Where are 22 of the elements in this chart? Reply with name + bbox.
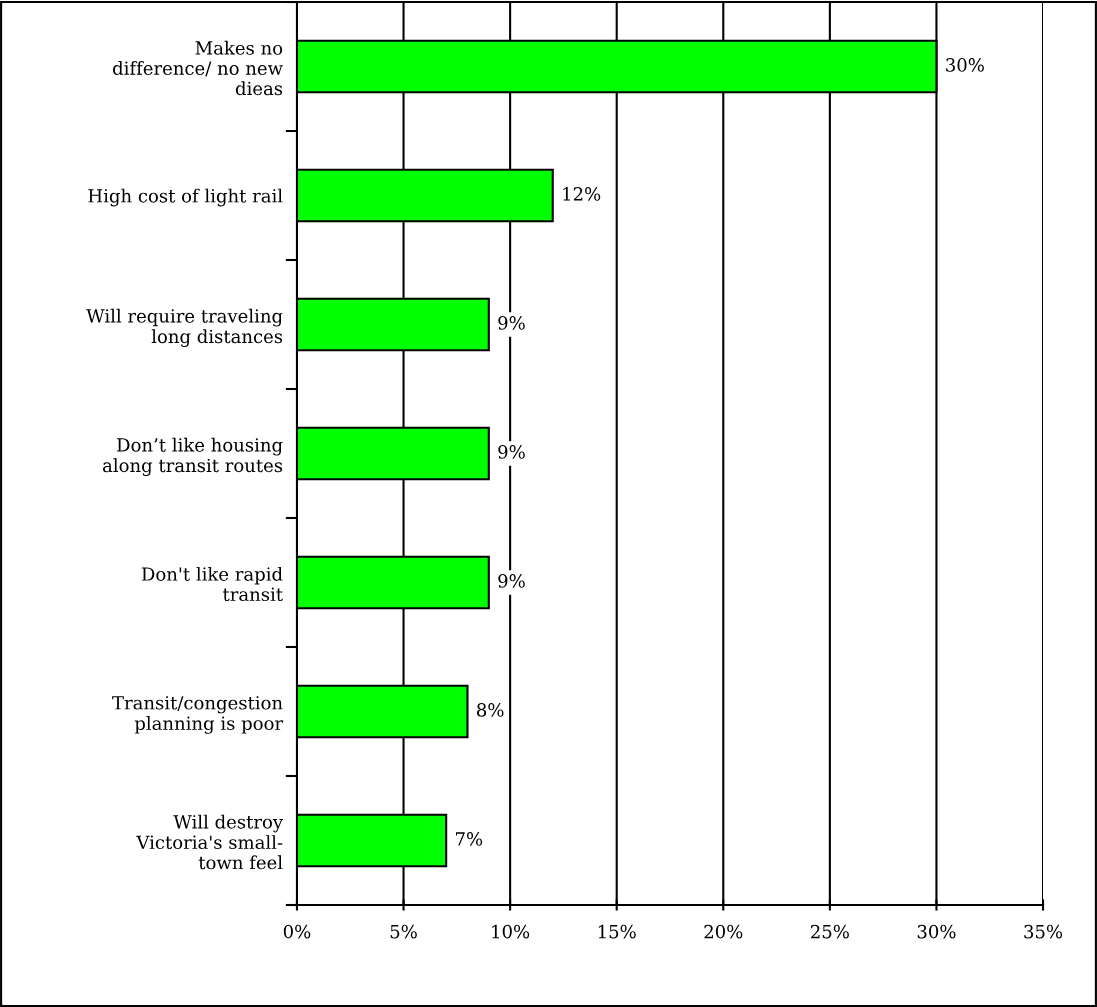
data-label: 30% [946,58,984,72]
y-tick-label: High cost of light rail [88,188,283,207]
x-tick-label: 25% [811,924,849,939]
data-label: 9% [498,445,525,459]
y-tick-label: Transit/congestion planning is poor [112,696,284,734]
data-label: 7% [456,832,483,846]
data-label: 12% [563,187,601,201]
y-tick-label: Don't like rapid transit [141,566,283,602]
x-tick-label: 15% [598,924,636,939]
data-label: 8% [477,703,504,717]
x-tick-label: 0% [283,924,311,939]
x-tick-label: 10% [492,924,530,939]
x-tick-label: 30% [917,924,956,939]
y-tick-label: Will destroy Victoria's small- town feel [136,814,284,870]
y-tick-label: Don’t like housing along transit routes [102,437,283,476]
data-label: 9% [498,574,525,588]
x-tick-label: 20% [704,924,743,939]
data-label: 9% [498,316,525,330]
x-tick-label: 5% [390,924,417,939]
y-tick-label: Makes no difference/ no new dieas [113,40,283,96]
y-tick-label: Will require traveling long distances [86,308,283,347]
x-tick-label: 35% [1024,924,1063,939]
